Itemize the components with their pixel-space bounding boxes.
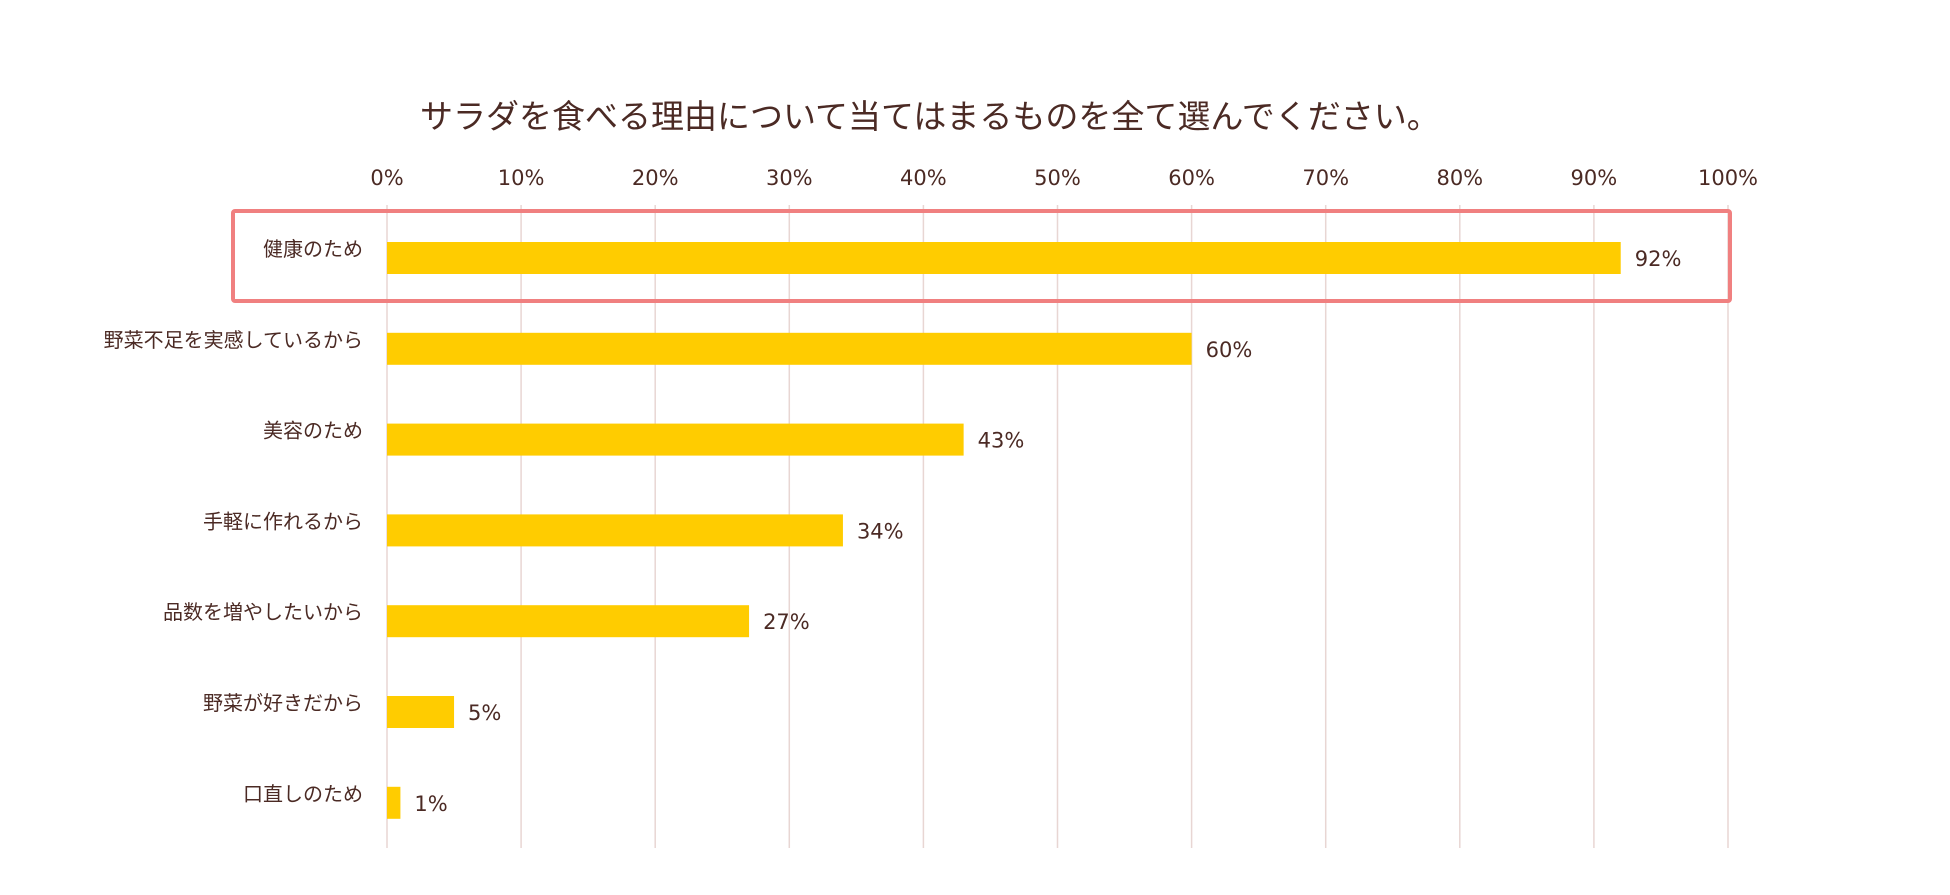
x-tick-label: 100%	[1698, 166, 1758, 190]
x-tick-label: 40%	[900, 166, 947, 190]
category-label: 手軽に作れるから	[203, 509, 363, 533]
x-tick-label: 80%	[1436, 166, 1483, 190]
bar	[387, 514, 843, 547]
value-label: 5%	[468, 701, 501, 725]
value-label: 1%	[414, 792, 447, 816]
x-tick-label: 10%	[498, 166, 545, 190]
category-label: 品数を増やしたいから	[163, 600, 363, 624]
x-tick-label: 90%	[1571, 166, 1618, 190]
bar	[387, 605, 750, 638]
x-tick-label: 20%	[632, 166, 679, 190]
bar	[387, 332, 1192, 365]
value-label: 43%	[978, 429, 1025, 453]
x-tick-label: 60%	[1168, 166, 1215, 190]
x-tick-label: 70%	[1302, 166, 1349, 190]
category-label: 美容のため	[263, 419, 363, 443]
category-label: 口直しのため	[243, 782, 363, 806]
category-label: 健康のため	[263, 237, 363, 261]
value-label: 92%	[1635, 247, 1682, 271]
x-tick-label: 0%	[370, 166, 403, 190]
x-tick-label: 30%	[766, 166, 813, 190]
highlight-box	[231, 209, 1732, 303]
bar	[387, 423, 964, 456]
category-label: 野菜不足を実感しているから	[104, 328, 363, 352]
value-label: 60%	[1206, 338, 1253, 362]
category-label: 野菜が好きだから	[203, 691, 363, 715]
value-label: 27%	[763, 610, 810, 634]
value-label: 34%	[857, 519, 904, 543]
bar	[387, 786, 401, 819]
chart-title: サラダを食べる理由について当てはまるものを全て選んでください。	[420, 97, 1440, 136]
bar	[387, 242, 1621, 274]
x-tick-label: 50%	[1034, 166, 1081, 190]
bar	[387, 696, 455, 728]
